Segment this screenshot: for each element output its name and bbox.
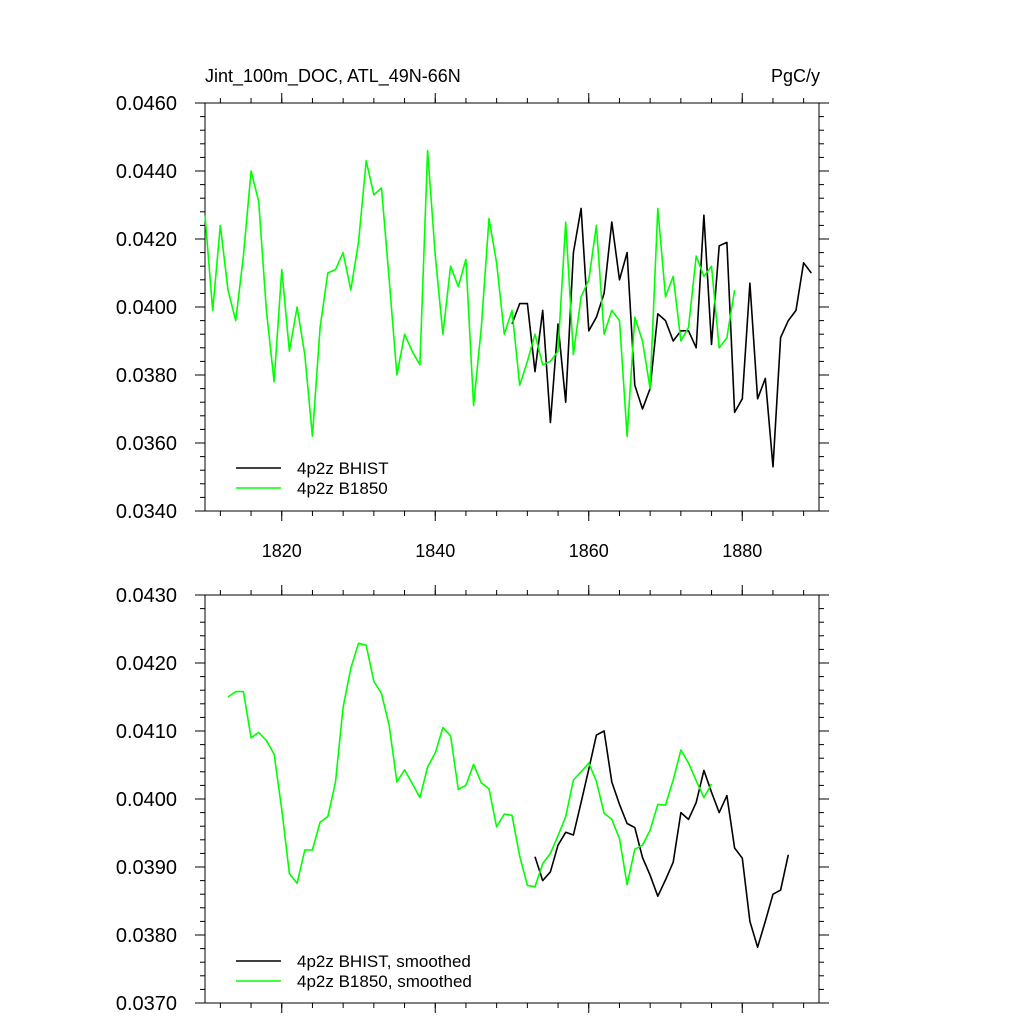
- series-line: [204, 149, 736, 438]
- y-tick-label: 0.0360: [116, 433, 177, 455]
- y-tick-label: 0.0440: [116, 161, 177, 183]
- y-tick-label: 0.0400: [116, 789, 177, 811]
- y-tick-label: 0.0420: [116, 653, 177, 675]
- bottom-panel: 0.0370 0.0380 0.0390 0.0400 0.0410 0.0420 0.04…: [116, 585, 829, 1015]
- legend-label: 4p2z BHIST, smoothed: [297, 952, 471, 971]
- y-tick-label: 0.0430: [116, 585, 177, 607]
- y-tick-label: 0.0380: [116, 925, 177, 947]
- x-tick-label: 1840: [415, 541, 455, 561]
- y-tick-label: 0.0400: [116, 297, 177, 319]
- y-tick-label: 0.0340: [116, 501, 177, 523]
- x-tick-label: 1820: [262, 541, 302, 561]
- y-tick-label: 0.0460: [116, 93, 177, 115]
- top-panel: 1820 1840 1860 1880 0.0340 0.0360 0.0380 0.0400…: [116, 93, 829, 561]
- series-line: [227, 642, 713, 888]
- y-tick-label: 0.0380: [116, 365, 177, 387]
- y-tick-label: 0.0390: [116, 857, 177, 879]
- chart-units: PgC/y: [771, 66, 820, 86]
- series-line: [511, 207, 812, 468]
- y-tick-label: 0.0370: [116, 993, 177, 1015]
- x-tick-label: 1860: [569, 541, 609, 561]
- legend-label: 4p2z B1850: [297, 479, 388, 498]
- y-tick-label: 0.0410: [116, 721, 177, 743]
- series-line: [534, 730, 790, 949]
- legend-label: 4p2z B1850, smoothed: [297, 972, 472, 991]
- legend-label: 4p2z BHIST: [297, 459, 389, 478]
- x-tick-label: 1880: [722, 541, 762, 561]
- chart-title: Jint_100m_DOC, ATL_49N-66N: [205, 66, 461, 87]
- y-tick-label: 0.0420: [116, 229, 177, 251]
